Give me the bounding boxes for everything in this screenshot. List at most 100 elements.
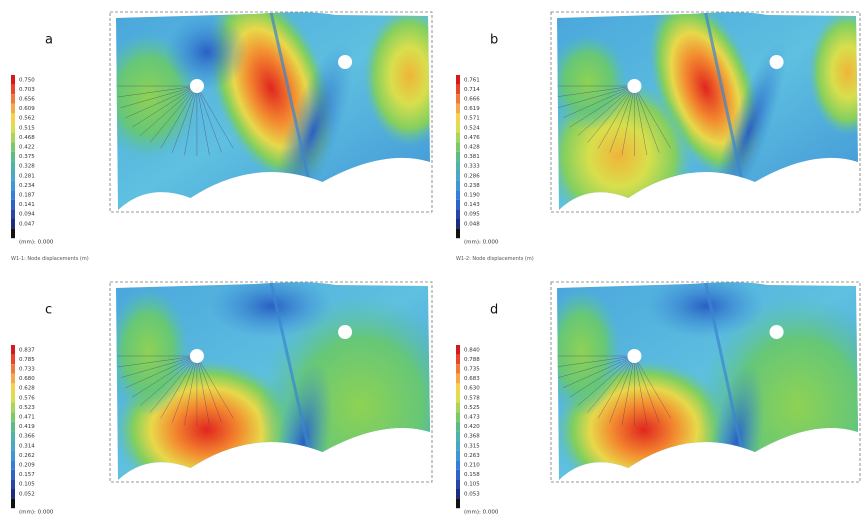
- mesh-line: [569, 355, 635, 398]
- displacement-zone: [646, 282, 765, 338]
- mesh-line: [634, 85, 660, 153]
- legend-value: 0.471: [19, 415, 35, 421]
- displacement-zone: [557, 288, 622, 416]
- legend-swatch: [11, 132, 15, 143]
- legend-swatch: [456, 113, 460, 123]
- mesh-line: [609, 85, 635, 153]
- legend-value: 0.680: [19, 376, 35, 382]
- mesh-line: [621, 85, 635, 156]
- legend-swatch: [11, 190, 15, 200]
- legend-value: 0.840: [464, 347, 480, 353]
- legend-swatch: [456, 412, 460, 422]
- legend-value: 0.476: [464, 135, 480, 141]
- mesh-line: [569, 85, 635, 128]
- mesh-line: [563, 355, 635, 389]
- hole: [627, 79, 642, 93]
- legend-swatch: [11, 498, 15, 509]
- hole: [338, 325, 353, 339]
- mesh-line: [634, 85, 648, 156]
- legend-zero: (mm): 0.000: [464, 510, 499, 516]
- legend-swatch: [456, 123, 460, 133]
- legend-swatch: [11, 412, 15, 422]
- legend-value: 0.468: [19, 135, 35, 141]
- legend-value: 0.785: [19, 357, 35, 363]
- displacement-zone: [708, 363, 765, 480]
- mesh-line: [171, 355, 198, 423]
- legend-swatch: [456, 469, 460, 480]
- legend-value: 0.053: [464, 491, 480, 497]
- legend-swatch: [456, 199, 460, 210]
- panel: a 0.750 0.703 0.656 0.609 0.562 0.515 0.468 0.42…: [11, 11, 433, 262]
- legend-swatch: [11, 113, 15, 123]
- legend-value: 0.315: [464, 443, 480, 449]
- mesh-line: [634, 355, 648, 426]
- legend-swatch: [456, 161, 460, 171]
- legend-swatch: [11, 84, 15, 95]
- legend-value: 0.328: [19, 164, 35, 170]
- mesh-line: [184, 85, 198, 156]
- mesh-line: [558, 85, 635, 108]
- legend-swatch: [456, 151, 460, 162]
- legend-swatch: [456, 180, 460, 191]
- legend-value: 0.750: [19, 77, 35, 83]
- legend-value: 0.314: [19, 443, 35, 449]
- legend-swatch: [11, 441, 15, 451]
- legend-swatch: [11, 219, 15, 229]
- legend-value: 0.683: [464, 376, 480, 382]
- mesh-line: [587, 85, 635, 143]
- panel: c 0.837 0.785 0.733 0.680 0.628 0.576 0.523 0.47…: [11, 281, 433, 516]
- legend-value: 0.428: [464, 145, 480, 151]
- legend-value: 0.619: [464, 106, 480, 112]
- legend-swatch: [456, 393, 460, 403]
- mesh-line: [577, 355, 635, 406]
- mesh-line: [634, 85, 671, 149]
- legend-value: 0.422: [19, 145, 35, 151]
- panel-label: b: [490, 33, 498, 48]
- legend-value: 0.052: [19, 491, 35, 497]
- legend-swatch: [456, 460, 460, 470]
- mesh-line: [140, 85, 198, 136]
- mesh-line: [160, 355, 198, 419]
- legend-value: 0.286: [464, 173, 480, 179]
- legend-swatch: [456, 450, 460, 461]
- legend-swatch: [456, 489, 460, 499]
- legend-value: 0.366: [19, 434, 35, 440]
- legend-value: 0.630: [464, 386, 480, 392]
- legend-value: 0.515: [19, 125, 35, 131]
- panel-label: d: [490, 303, 498, 318]
- legend-swatch: [456, 84, 460, 95]
- legend-zero: (mm): 0.000: [464, 240, 499, 246]
- legend-swatch: [11, 373, 15, 384]
- legend-value: 0.333: [464, 164, 480, 170]
- legend-swatch: [11, 123, 15, 133]
- legend-value: 0.419: [19, 424, 35, 430]
- mesh-line: [196, 355, 210, 426]
- legend-value: 0.143: [464, 202, 480, 208]
- mesh-line: [587, 355, 635, 413]
- displacement-zone: [557, 34, 628, 130]
- legend-value: 0.048: [464, 221, 480, 227]
- plot-frame: [109, 281, 433, 483]
- legend-value: 0.234: [19, 183, 35, 189]
- legend-value: 0.703: [19, 87, 35, 93]
- legend-value: 0.525: [464, 405, 480, 411]
- mesh-line: [117, 85, 197, 98]
- legend-swatch: [456, 94, 460, 104]
- legend-value: 0.141: [19, 202, 35, 208]
- legend-swatch: [11, 431, 15, 441]
- mesh-line: [557, 85, 635, 98]
- legend-swatch: [11, 94, 15, 104]
- legend-swatch: [11, 345, 15, 355]
- legend-zero: (mm): 0.000: [19, 510, 54, 516]
- mesh-line: [125, 355, 198, 389]
- hole: [189, 349, 204, 363]
- legend-swatch: [456, 209, 460, 219]
- legend-swatch: [11, 199, 15, 210]
- hole: [769, 55, 784, 69]
- mesh-line: [196, 355, 222, 423]
- legend-value: 0.656: [19, 97, 35, 103]
- legend-swatch: [456, 383, 460, 393]
- legend-value: 0.209: [19, 463, 35, 469]
- legend-value: 0.158: [464, 472, 480, 478]
